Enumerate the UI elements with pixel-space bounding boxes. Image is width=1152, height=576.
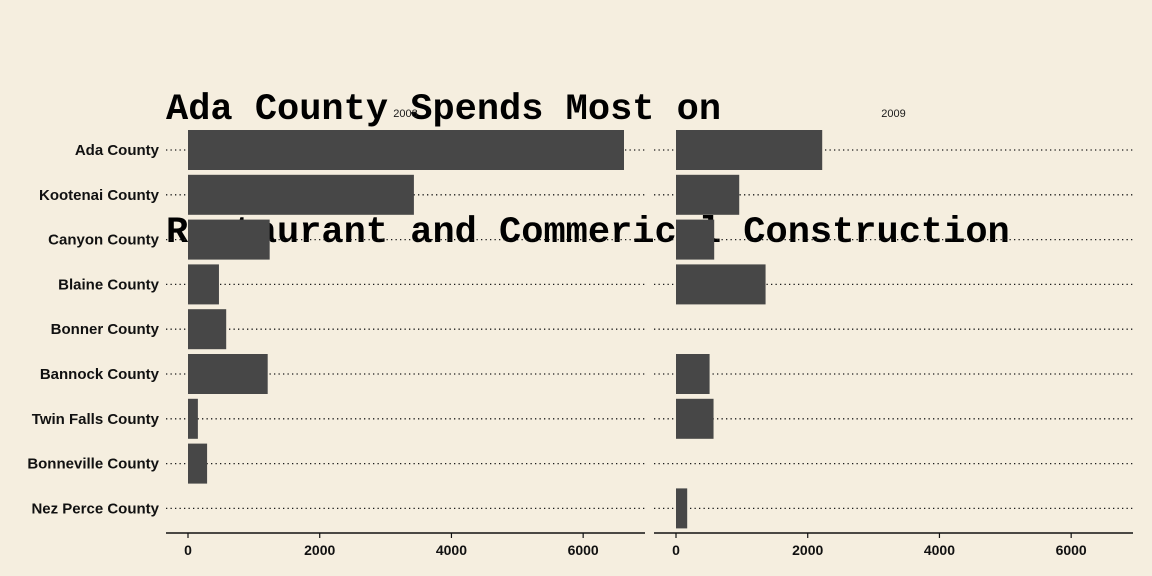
bar bbox=[676, 398, 714, 439]
x-tick-label: 4000 bbox=[924, 542, 955, 558]
x-tick-label: 2000 bbox=[792, 542, 823, 558]
bar bbox=[676, 130, 823, 170]
x-tick-label: 6000 bbox=[568, 542, 599, 558]
x-tick-label: 4000 bbox=[436, 542, 467, 558]
y-tick-label: Nez Perce County bbox=[31, 500, 159, 517]
x-tick-label: 0 bbox=[184, 542, 192, 558]
panel-strip-label: 2008 bbox=[393, 108, 417, 120]
bar bbox=[188, 130, 624, 170]
x-tick-label: 6000 bbox=[1056, 542, 1087, 558]
y-tick-label: Bannock County bbox=[40, 366, 160, 383]
y-tick-label: Twin Falls County bbox=[32, 411, 160, 428]
y-tick-label: Blaine County bbox=[58, 276, 159, 293]
bar bbox=[676, 219, 715, 260]
bar bbox=[188, 354, 268, 394]
x-tick-label: 0 bbox=[672, 542, 680, 558]
bar bbox=[188, 443, 208, 484]
y-tick-label: Bonneville County bbox=[27, 456, 159, 473]
bar bbox=[188, 309, 227, 350]
panel-strip-label: 2009 bbox=[881, 108, 905, 120]
y-tick-label: Kootenai County bbox=[39, 187, 160, 204]
bar bbox=[676, 354, 710, 394]
bar bbox=[676, 264, 766, 305]
y-tick-label: Bonner County bbox=[51, 321, 160, 338]
chart-title: Ada County Spends Most on Restaurant and… bbox=[166, 8, 1010, 295]
chart-title-line-2: Restaurant and Commerical Construction bbox=[166, 212, 1010, 254]
chart-title-line-1: Ada County Spends Most on bbox=[166, 89, 722, 131]
bar bbox=[676, 488, 688, 529]
bar bbox=[188, 398, 198, 439]
bar bbox=[676, 174, 740, 215]
y-tick-label: Ada County bbox=[75, 142, 160, 159]
y-tick-label: Canyon County bbox=[48, 232, 159, 249]
x-tick-label: 2000 bbox=[304, 542, 335, 558]
bar bbox=[188, 219, 270, 260]
bar bbox=[188, 174, 414, 215]
bar bbox=[188, 264, 219, 305]
